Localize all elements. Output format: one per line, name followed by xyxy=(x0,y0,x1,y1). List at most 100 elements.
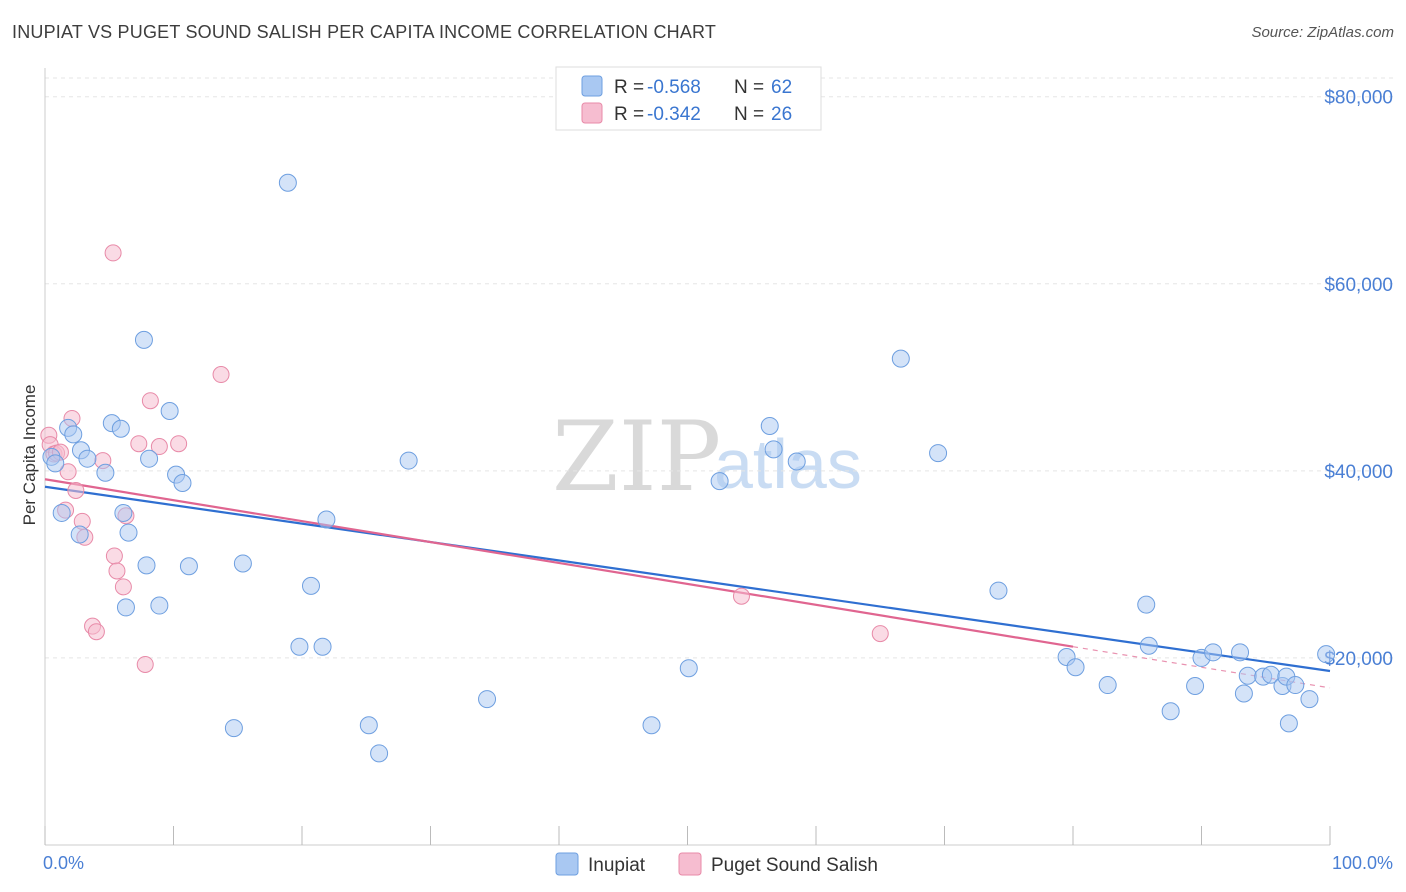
data-point-salish xyxy=(114,578,132,596)
data-point-inupiat xyxy=(96,463,115,482)
data-point-salish xyxy=(871,625,889,643)
data-point-inupiat xyxy=(140,449,159,468)
legend-r-label-salish: R = xyxy=(614,104,644,125)
data-point-inupiat xyxy=(233,554,252,573)
data-point-inupiat xyxy=(787,452,806,471)
data-point-inupiat xyxy=(642,716,661,735)
watermark-zip: ZIP xyxy=(552,401,721,513)
data-point-inupiat xyxy=(1238,666,1257,685)
legend-n-value-inupiat: 62 xyxy=(771,77,792,98)
data-point-inupiat xyxy=(710,472,729,491)
data-point-inupiat xyxy=(114,503,133,522)
series-legend: Inupiat Puget Sound Salish xyxy=(555,852,878,876)
chart-title: INUPIAT VS PUGET SOUND SALISH PER CAPITA… xyxy=(12,22,717,42)
data-point-inupiat xyxy=(179,557,198,576)
data-point-inupiat xyxy=(1066,658,1085,677)
data-point-inupiat xyxy=(929,444,948,463)
data-point-inupiat xyxy=(46,454,65,473)
data-point-inupiat xyxy=(1139,636,1158,655)
data-point-inupiat xyxy=(1204,643,1223,662)
x-tick-labels: 0.0% 100.0% xyxy=(43,853,1393,873)
data-point-salish xyxy=(87,623,105,641)
data-point-inupiat xyxy=(301,576,320,595)
legend-swatch-inupiat xyxy=(581,75,603,97)
data-point-inupiat xyxy=(760,416,779,435)
y-tick-label: $60,000 xyxy=(1324,275,1393,296)
data-point-inupiat xyxy=(1186,676,1205,695)
y-tick-label: $40,000 xyxy=(1324,462,1393,483)
legend-swatch-salish xyxy=(581,102,603,124)
legend-r-value-inupiat: -0.568 xyxy=(647,77,701,98)
x-tick-label-end: 100.0% xyxy=(1332,853,1393,873)
data-point-inupiat xyxy=(370,744,389,763)
data-point-inupiat xyxy=(399,451,418,470)
trend-lines xyxy=(44,478,1331,689)
data-point-inupiat xyxy=(1317,645,1336,664)
data-point-salish xyxy=(108,562,126,580)
data-point-salish xyxy=(170,435,188,453)
data-point-inupiat xyxy=(160,401,179,420)
data-point-inupiat xyxy=(1161,702,1180,721)
data-point-salish xyxy=(150,438,168,456)
legend-r-label-inupiat: R = xyxy=(614,77,644,98)
trend-line-salish xyxy=(44,478,1074,648)
data-point-inupiat xyxy=(1137,595,1156,614)
watermark: ZIP atlas xyxy=(552,401,862,513)
data-point-inupiat xyxy=(891,349,910,368)
data-point-inupiat xyxy=(1231,643,1250,662)
legend-r-value-salish: -0.342 xyxy=(647,104,701,125)
watermark-atlas: atlas xyxy=(714,425,862,503)
legend-n-value-salish: 26 xyxy=(771,104,792,125)
data-point-salish xyxy=(212,366,230,384)
data-point-inupiat xyxy=(52,503,71,522)
data-point-inupiat xyxy=(78,449,97,468)
series-legend-swatch-inupiat xyxy=(555,852,579,876)
data-point-inupiat xyxy=(317,510,336,529)
data-point-inupiat xyxy=(764,440,783,459)
data-point-inupiat xyxy=(119,523,138,542)
data-point-inupiat xyxy=(359,716,378,735)
trend-line-inupiat xyxy=(44,485,1331,673)
legend-n-label-inupiat: N = xyxy=(734,77,764,98)
data-point-inupiat xyxy=(137,556,156,575)
data-point-inupiat xyxy=(70,525,89,544)
y-tick-labels: $20,000 $40,000 $60,000 $80,000 xyxy=(1324,88,1393,670)
data-point-salish xyxy=(136,655,154,673)
series-legend-label-salish: Puget Sound Salish xyxy=(711,855,878,876)
data-point-inupiat xyxy=(278,173,297,192)
data-point-salish xyxy=(59,463,77,481)
source-credit: Source: ZipAtlas.com xyxy=(1251,24,1394,41)
data-point-salish xyxy=(141,392,159,410)
data-point-salish xyxy=(67,481,85,499)
data-point-inupiat xyxy=(1234,684,1253,703)
trend-line-salish-extension xyxy=(1072,646,1331,689)
data-point-inupiat xyxy=(290,637,309,656)
y-axis-label: Per Capita Income xyxy=(20,385,39,526)
data-point-salish xyxy=(105,547,123,565)
data-point-inupiat xyxy=(478,690,497,709)
data-point-salish xyxy=(130,435,148,453)
data-point-inupiat xyxy=(150,596,169,615)
data-point-inupiat xyxy=(134,330,153,349)
stats-legend: R = -0.568 N = 62 R = -0.342 N = 26 xyxy=(555,66,822,131)
data-points xyxy=(40,173,1336,763)
y-tick-label: $80,000 xyxy=(1324,88,1393,109)
data-point-inupiat xyxy=(1300,690,1319,709)
data-point-salish xyxy=(104,244,122,262)
data-point-inupiat xyxy=(224,719,243,738)
data-point-inupiat xyxy=(111,419,130,438)
data-point-inupiat xyxy=(1279,714,1298,733)
series-legend-label-inupiat: Inupiat xyxy=(588,855,646,876)
data-point-inupiat xyxy=(116,598,135,617)
data-point-inupiat xyxy=(679,659,698,678)
y-tick-label: $20,000 xyxy=(1324,649,1393,670)
data-point-inupiat xyxy=(989,581,1008,600)
data-point-inupiat xyxy=(173,474,192,493)
series-legend-swatch-salish xyxy=(678,852,702,876)
data-point-inupiat xyxy=(64,425,83,444)
data-point-inupiat xyxy=(1098,676,1117,695)
data-point-inupiat xyxy=(313,637,332,656)
x-tick-label-start: 0.0% xyxy=(43,853,84,873)
data-point-salish xyxy=(732,587,750,605)
